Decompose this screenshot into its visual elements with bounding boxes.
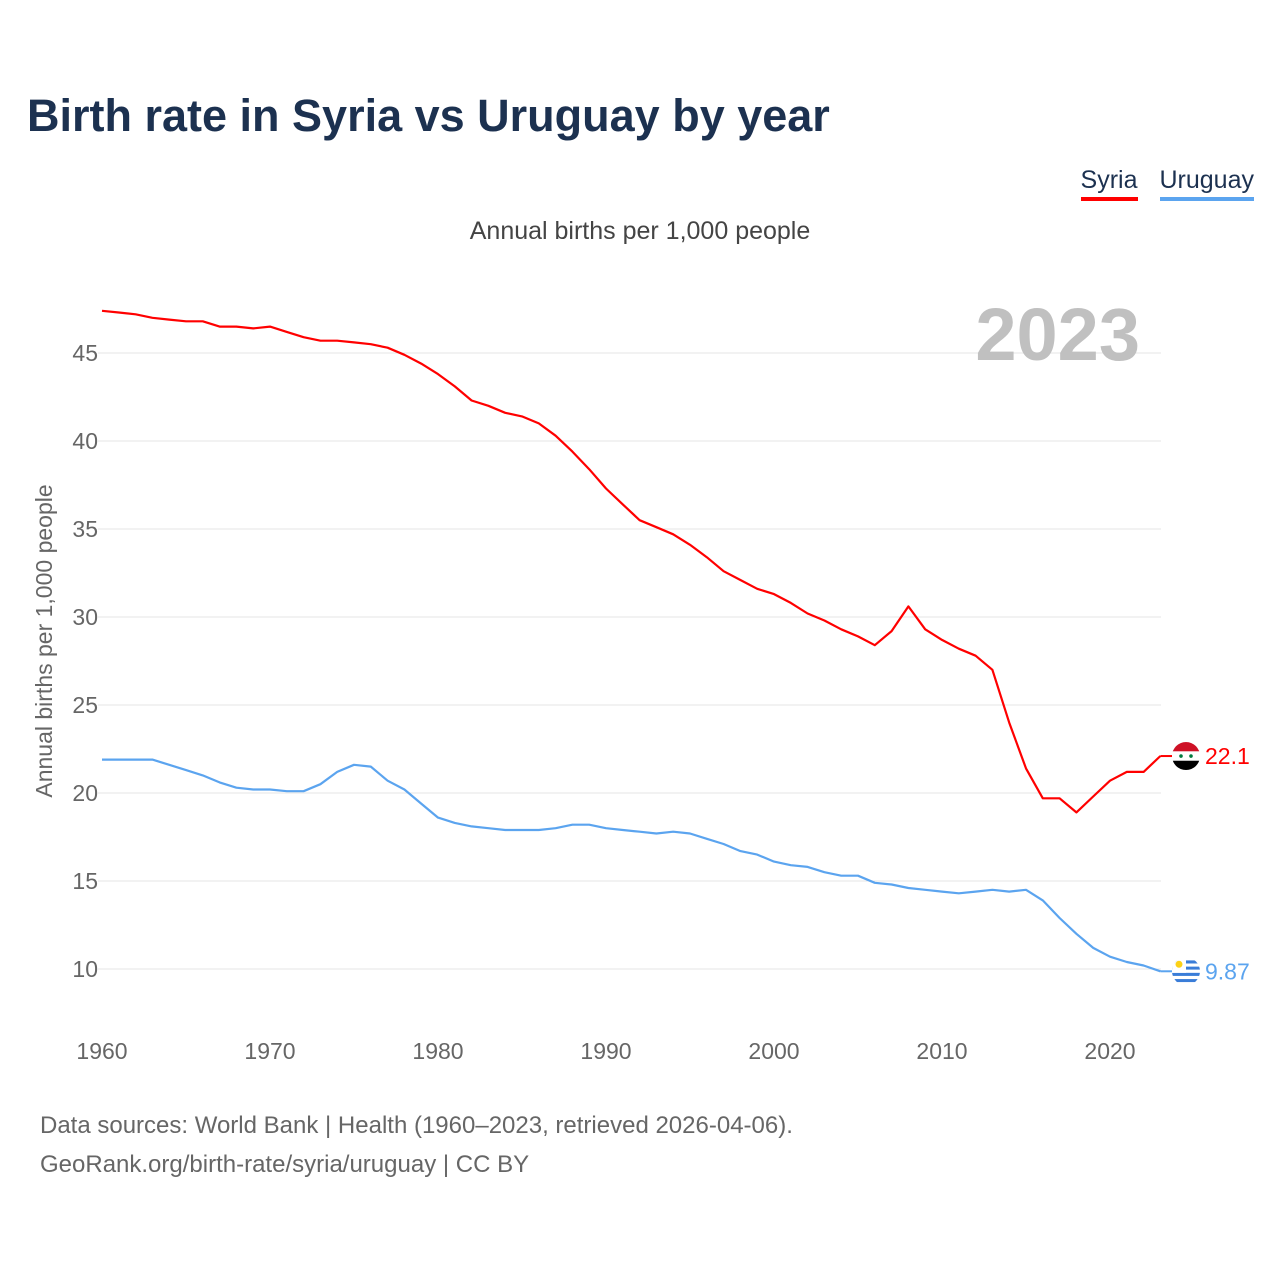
series-line-syria xyxy=(101,309,1162,814)
legend: Syria Uruguay xyxy=(1080,166,1254,201)
y-tick-label: 45 xyxy=(72,340,98,366)
y-tick-label: 25 xyxy=(72,692,98,718)
x-tick-label: 1960 xyxy=(76,1038,127,1064)
legend-uruguay[interactable]: Uruguay xyxy=(1159,166,1254,201)
data-source: Data sources: World Bank | Health (1960–… xyxy=(40,1112,793,1139)
series-line-uruguay xyxy=(102,758,1161,973)
syria-flag-icon xyxy=(1172,742,1200,771)
footer: Data sources: World Bank | Health (1960–… xyxy=(40,1106,793,1184)
legend-syria[interactable]: Syria xyxy=(1080,166,1138,201)
y-tick-label: 35 xyxy=(72,516,98,542)
x-tick-label: 2000 xyxy=(748,1038,799,1064)
y-axis-label: Annual births per 1,000 people xyxy=(31,484,57,797)
x-tick-label: 1970 xyxy=(244,1038,295,1064)
uruguay-flag-icon xyxy=(1172,957,1200,986)
source-link[interactable]: GeoRank.org/birth-rate/syria/uruguay | C… xyxy=(40,1151,530,1178)
y-tick-label: 20 xyxy=(72,780,98,806)
chart-subtitle: Annual births per 1,000 people xyxy=(469,217,811,245)
year-label: 2023 xyxy=(975,293,1140,376)
x-tick-label: 2010 xyxy=(916,1038,967,1064)
y-tick-label: 15 xyxy=(72,868,98,894)
end-value-label: 22.1 xyxy=(1205,743,1250,769)
x-tick-label: 1980 xyxy=(412,1038,463,1064)
y-tick-label: 10 xyxy=(72,956,98,982)
chart-title: Birth rate in Syria vs Uruguay by year xyxy=(27,90,830,141)
y-tick-label: 30 xyxy=(72,604,98,630)
x-tick-label: 2020 xyxy=(1084,1038,1135,1064)
end-value-label: 9.87 xyxy=(1205,958,1250,984)
y-tick-label: 40 xyxy=(72,428,98,454)
x-tick-label: 1990 xyxy=(580,1038,631,1064)
